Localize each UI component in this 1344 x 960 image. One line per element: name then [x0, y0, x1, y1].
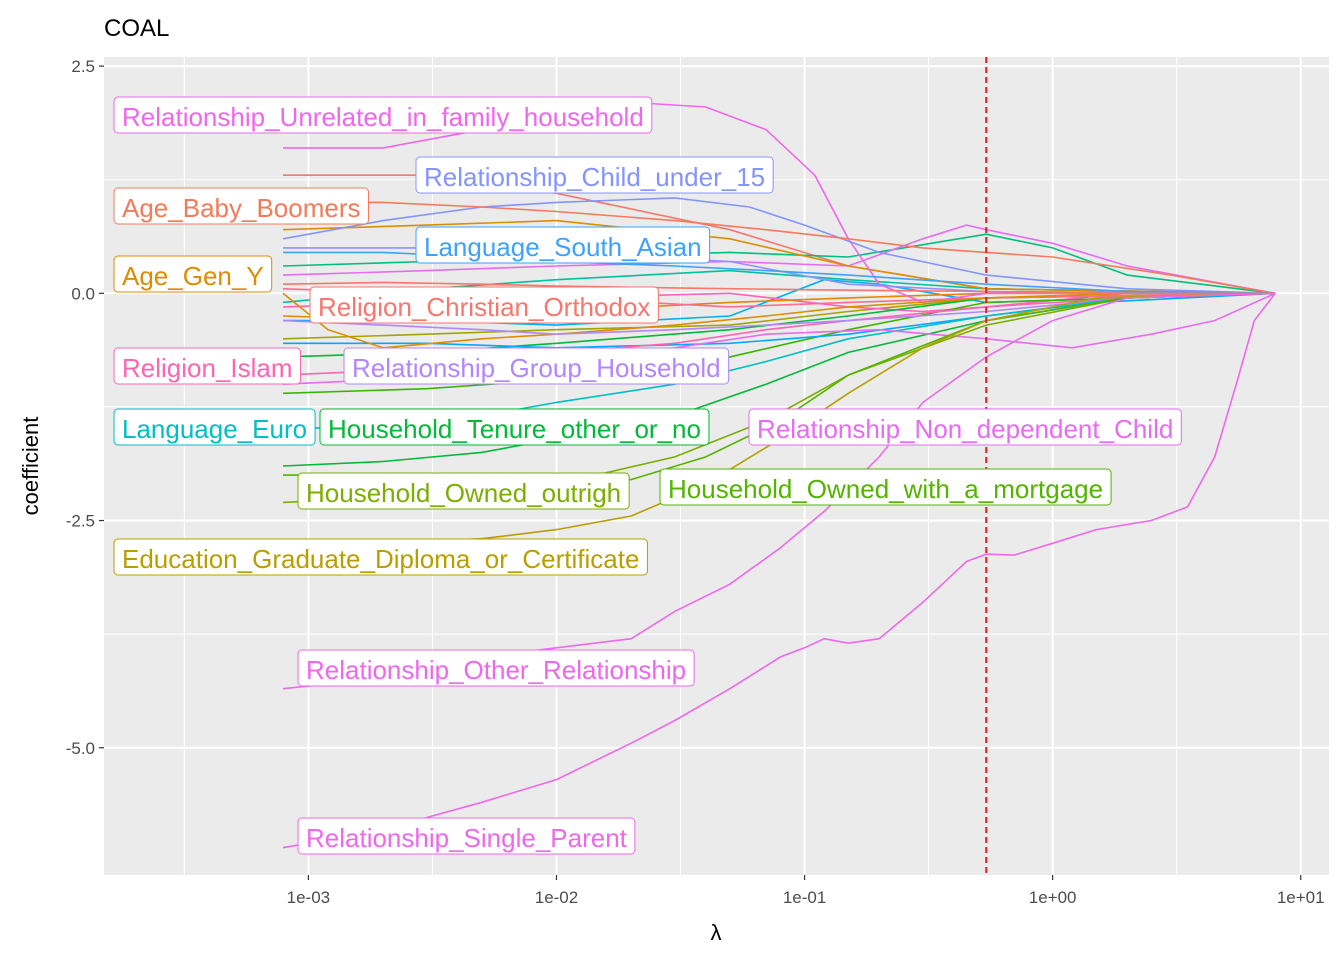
x-tick-label: 1e-03 — [287, 888, 330, 907]
y-tick-label: -5.0 — [66, 739, 95, 758]
series-label: Relationship_Non_dependent_Child — [748, 408, 1182, 446]
series-label-box — [343, 347, 730, 385]
series-label-box — [297, 649, 695, 687]
series-label: Religion_Christian_Orthodox — [309, 286, 659, 324]
series-label-text: Religion_Islam — [122, 353, 293, 383]
x-tick-label: 1e+01 — [1277, 888, 1325, 907]
series-label-text: Age_Baby_Boomers — [122, 193, 360, 223]
series-label-text: Household_Tenure_other_or_no — [328, 414, 701, 444]
series-label-box — [309, 286, 659, 324]
series-label-box — [113, 187, 369, 225]
y-axis-title: coefficient — [18, 417, 43, 516]
series-label-text: Household_Owned_with_a_mortgage — [668, 474, 1103, 504]
series-line — [283, 201, 1276, 295]
series-label: Religion_Islam — [113, 347, 302, 385]
series-label: Household_Owned_with_a_mortgage — [659, 468, 1112, 506]
series-line — [282, 292, 1276, 336]
series-labels: Relationship_Unrelated_in_family_househo… — [113, 96, 1182, 855]
y-tick-label: 2.5 — [71, 57, 95, 76]
coefficient-path — [282, 224, 1276, 295]
y-tick-label: -2.5 — [66, 512, 95, 531]
series-label-box — [748, 408, 1182, 446]
series-label-box — [659, 468, 1112, 506]
series-label: Language_South_Asian — [415, 226, 711, 264]
series-label-box — [113, 408, 316, 446]
series-line — [282, 292, 1276, 349]
series-label: Relationship_Other_Relationship — [297, 649, 695, 687]
series-label-box — [113, 538, 648, 576]
y-tick-label: 0.0 — [71, 284, 95, 303]
series-label-box — [297, 817, 636, 855]
series-label-box — [113, 347, 302, 385]
chart-title: COAL — [104, 15, 169, 42]
series-label: Relationship_Single_Parent — [297, 817, 636, 855]
coefficient-paths — [282, 101, 1276, 849]
series-label: Relationship_Unrelated_in_family_househo… — [113, 96, 653, 134]
series-label: Relationship_Child_under_15 — [415, 156, 774, 194]
x-axis: 1e-03 1e-02 1e-01 1e+00 1e+01 — [287, 875, 1325, 907]
x-axis-title: λ — [711, 920, 722, 945]
series-label-box — [415, 226, 711, 264]
series-label-text: Language_South_Asian — [424, 232, 702, 262]
series-label-text: Age_Gen_Y — [122, 261, 264, 291]
series-line — [282, 281, 1276, 295]
series-label-text: Relationship_Non_dependent_Child — [757, 414, 1173, 444]
series-line — [282, 197, 1276, 295]
series-label-box — [415, 156, 774, 194]
series-label-text: Education_Graduate_Diploma_or_Certificat… — [122, 544, 639, 574]
x-tick-label: 1e-01 — [783, 888, 826, 907]
series-line — [282, 292, 1276, 849]
series-label: Household_Owned_outrigh — [297, 472, 630, 510]
series-label-text: Relationship_Other_Relationship — [306, 655, 686, 685]
series-label: Age_Baby_Boomers — [113, 187, 369, 225]
series-label-text: Language_Euro — [122, 414, 307, 444]
series-label-text: Relationship_Single_Parent — [306, 823, 628, 853]
series-label-text: Relationship_Unrelated_in_family_househo… — [122, 102, 644, 132]
y-axis: 2.5 0.0 -2.5 -5.0 — [66, 57, 104, 758]
series-label: Household_Tenure_other_or_no — [319, 408, 710, 446]
series-label-text: Relationship_Child_under_15 — [424, 162, 765, 192]
series-label: Relationship_Group_Household — [343, 347, 730, 385]
series-label-box — [113, 255, 273, 293]
series-label-text: Religion_Christian_Orthodox — [318, 292, 650, 322]
x-tick-label: 1e-02 — [535, 888, 578, 907]
series-label: Education_Graduate_Diploma_or_Certificat… — [113, 538, 648, 576]
series-label-text: Household_Owned_outrigh — [306, 478, 621, 508]
series-label-text: Relationship_Group_Household — [352, 353, 721, 383]
series-label-box — [113, 96, 653, 134]
series-label-box — [297, 472, 630, 510]
series-label: Age_Gen_Y — [113, 255, 273, 293]
series-label: Language_Euro — [113, 408, 316, 446]
series-label-box — [319, 408, 710, 446]
x-tick-label: 1e+00 — [1029, 888, 1077, 907]
